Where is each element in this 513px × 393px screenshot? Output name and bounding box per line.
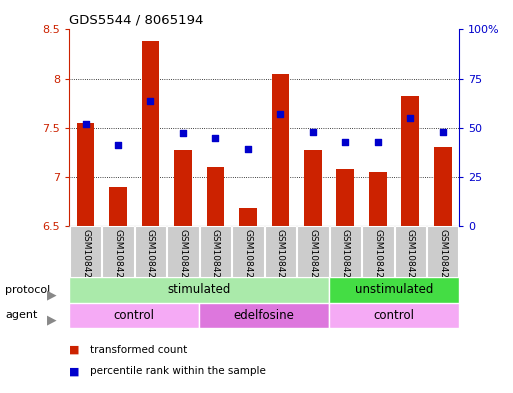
Text: GSM1084277: GSM1084277 xyxy=(244,228,252,289)
Point xyxy=(309,129,317,135)
Text: control: control xyxy=(114,309,155,322)
Text: ■: ■ xyxy=(69,345,80,355)
Bar xyxy=(232,226,264,277)
Text: GSM1084276: GSM1084276 xyxy=(211,228,220,289)
Bar xyxy=(167,226,199,277)
Text: GSM1084275: GSM1084275 xyxy=(179,228,187,289)
Point xyxy=(439,129,447,135)
Text: control: control xyxy=(373,309,415,322)
Text: transformed count: transformed count xyxy=(90,345,187,355)
Bar xyxy=(362,226,393,277)
Bar xyxy=(329,277,459,303)
Text: GSM1084278: GSM1084278 xyxy=(276,228,285,289)
Bar xyxy=(69,277,329,303)
Text: ■: ■ xyxy=(69,366,80,376)
Bar xyxy=(427,226,459,277)
Text: GSM1084273: GSM1084273 xyxy=(113,228,123,289)
Bar xyxy=(109,187,127,226)
Text: protocol: protocol xyxy=(5,285,50,295)
Bar xyxy=(199,303,329,328)
Point xyxy=(211,134,220,141)
Point xyxy=(244,146,252,152)
Bar xyxy=(395,226,426,277)
Point xyxy=(146,98,154,105)
Bar xyxy=(135,226,166,277)
Text: GSM1084261: GSM1084261 xyxy=(373,228,382,289)
Bar xyxy=(174,151,192,226)
Text: agent: agent xyxy=(5,310,37,320)
Bar xyxy=(369,172,387,226)
Bar xyxy=(103,226,133,277)
Point xyxy=(374,140,382,146)
Text: unstimulated: unstimulated xyxy=(355,283,433,296)
Bar xyxy=(200,226,231,277)
Text: GSM1084263: GSM1084263 xyxy=(439,228,447,289)
Bar xyxy=(337,169,354,226)
Text: percentile rank within the sample: percentile rank within the sample xyxy=(90,366,266,376)
Text: GSM1084272: GSM1084272 xyxy=(81,228,90,289)
Text: GSM1084279: GSM1084279 xyxy=(308,228,318,289)
Bar xyxy=(239,208,257,226)
Point xyxy=(179,130,187,136)
Bar xyxy=(402,96,419,226)
Bar xyxy=(142,41,160,226)
Text: GSM1084262: GSM1084262 xyxy=(406,228,415,289)
Bar xyxy=(70,226,101,277)
Point xyxy=(114,142,122,149)
Bar xyxy=(76,123,94,226)
Bar xyxy=(271,73,289,226)
Text: ▶: ▶ xyxy=(47,288,56,301)
Text: stimulated: stimulated xyxy=(168,283,231,296)
Bar xyxy=(329,303,459,328)
Bar xyxy=(330,226,361,277)
Bar xyxy=(207,167,224,226)
Point xyxy=(406,115,415,121)
Point xyxy=(341,140,349,146)
Text: GSM1084274: GSM1084274 xyxy=(146,228,155,289)
Bar xyxy=(69,303,199,328)
Bar xyxy=(265,226,296,277)
Text: GDS5544 / 8065194: GDS5544 / 8065194 xyxy=(69,14,204,27)
Point xyxy=(82,121,90,127)
Text: edelfosine: edelfosine xyxy=(234,309,294,322)
Bar xyxy=(298,226,328,277)
Bar xyxy=(434,147,452,226)
Text: ▶: ▶ xyxy=(47,314,56,327)
Text: GSM1084260: GSM1084260 xyxy=(341,228,350,289)
Point xyxy=(277,111,285,117)
Bar xyxy=(304,151,322,226)
